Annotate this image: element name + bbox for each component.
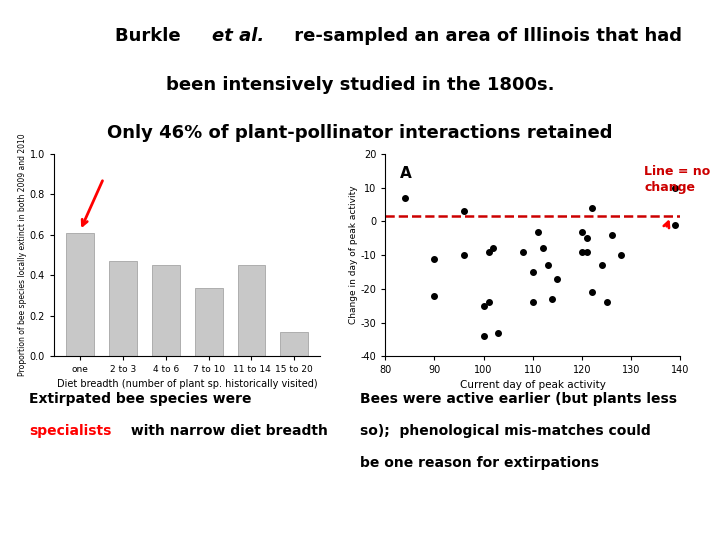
Bar [238, 265, 266, 356]
Text: specialists: specialists [29, 424, 111, 438]
Point [483, 247, 495, 256]
Text: with narrow diet breadth: with narrow diet breadth [126, 424, 328, 438]
Point [517, 247, 528, 256]
Text: Burkle: Burkle [115, 27, 187, 45]
Text: Extirpated bee species were: Extirpated bee species were [29, 392, 251, 406]
X-axis label: Diet breadth (number of plant sp. historically visited): Diet breadth (number of plant sp. histor… [57, 379, 318, 389]
Bar [66, 233, 94, 356]
Point [670, 220, 681, 229]
Bar [280, 332, 308, 356]
Text: Only 46% of plant-pollinator interactions retained: Only 46% of plant-pollinator interaction… [107, 124, 613, 142]
Point [552, 274, 563, 283]
Text: be one reason for extirpations: be one reason for extirpations [360, 456, 599, 470]
Point [532, 227, 544, 236]
Point [601, 298, 613, 307]
Point [670, 183, 681, 192]
Point [399, 193, 410, 202]
Text: so);  phenological mis-matches could: so); phenological mis-matches could [360, 424, 651, 438]
X-axis label: Current day of peak activity: Current day of peak activity [460, 380, 606, 389]
Point [487, 244, 499, 253]
Text: re-sampled an area of Illinois that had: re-sampled an area of Illinois that had [288, 27, 682, 45]
Point [606, 231, 617, 239]
Point [527, 298, 539, 307]
Point [581, 234, 593, 242]
Point [576, 227, 588, 236]
Text: Bees were active earlier (but plants less: Bees were active earlier (but plants les… [360, 392, 677, 406]
Point [527, 268, 539, 276]
Point [596, 261, 608, 269]
Point [542, 261, 554, 269]
Bar [109, 261, 137, 356]
Text: et al.: et al. [212, 27, 265, 45]
Point [492, 328, 504, 337]
Text: A: A [400, 166, 412, 181]
Y-axis label: Proportion of bee species locally extinct in both 2009 and 2010: Proportion of bee species locally extinc… [18, 134, 27, 376]
Point [478, 332, 490, 340]
Bar [152, 265, 180, 356]
Text: been intensively studied in the 1800s.: been intensively studied in the 1800s. [166, 76, 554, 93]
Bar [194, 287, 222, 356]
Point [537, 244, 549, 253]
Point [586, 204, 598, 212]
Point [483, 298, 495, 307]
Point [576, 247, 588, 256]
Point [616, 251, 627, 259]
Point [478, 301, 490, 310]
Point [428, 254, 440, 263]
Y-axis label: Change in day of peak activity: Change in day of peak activity [348, 186, 358, 325]
Point [586, 288, 598, 296]
Point [581, 247, 593, 256]
Text: Line = no
change: Line = no change [644, 165, 711, 194]
Point [458, 207, 469, 215]
Point [546, 295, 558, 303]
Point [428, 291, 440, 300]
Point [458, 251, 469, 259]
